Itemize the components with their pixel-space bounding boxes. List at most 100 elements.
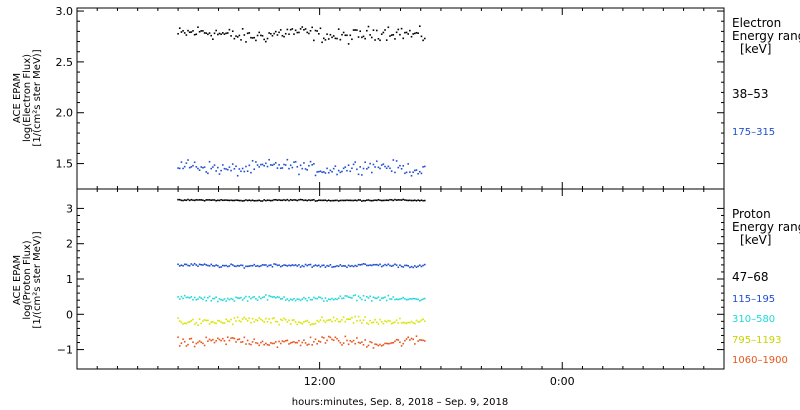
proton-series-5-point bbox=[377, 344, 380, 347]
electron-series-1-point bbox=[250, 36, 252, 39]
proton-series-4-point bbox=[357, 315, 360, 318]
proton-series-5-point bbox=[308, 343, 310, 346]
proton-series-4-point bbox=[301, 322, 304, 325]
proton-series-5-point bbox=[375, 343, 378, 346]
proton-series-1-point bbox=[289, 198, 292, 201]
proton-series-1-point bbox=[341, 199, 343, 202]
electron-series-points bbox=[177, 25, 426, 177]
proton-series-3-point bbox=[261, 296, 264, 299]
proton-series-2-point bbox=[284, 264, 287, 267]
electron-series-2-point bbox=[230, 169, 232, 172]
proton-series-4-point bbox=[316, 319, 318, 322]
electron-series-2-point bbox=[359, 166, 361, 168]
electron-series-2-point bbox=[226, 168, 229, 171]
proton-series-4-point bbox=[311, 323, 313, 325]
proton-series-5-point bbox=[212, 338, 214, 341]
proton-series-3-point bbox=[273, 296, 275, 298]
proton-series-3-point bbox=[240, 296, 242, 299]
proton-series-3-point bbox=[293, 297, 295, 300]
electron-series-2-point bbox=[180, 161, 183, 163]
electron-series-1-point bbox=[423, 37, 426, 40]
proton-series-1-point bbox=[258, 199, 261, 202]
proton-series-1-point bbox=[218, 199, 221, 202]
proton-series-2-point bbox=[215, 264, 217, 266]
proton-series-2-point bbox=[397, 266, 400, 269]
electron-series-1-point bbox=[374, 39, 376, 41]
electron-series-2-point bbox=[260, 163, 262, 166]
proton-series-5-point bbox=[374, 343, 376, 345]
proton-series-2-point bbox=[246, 265, 249, 268]
electron-series-1-point bbox=[349, 34, 352, 37]
proton-series-3-point bbox=[334, 297, 337, 300]
proton-series-4-point bbox=[256, 319, 259, 322]
proton-series-2-point bbox=[266, 265, 269, 268]
proton-series-1-point bbox=[316, 200, 318, 202]
proton-series-4-point bbox=[271, 317, 274, 320]
proton-series-1-point bbox=[402, 198, 405, 201]
proton-series-4-point bbox=[238, 319, 241, 322]
proton-series-3-point bbox=[332, 298, 335, 301]
electron-series-1-point bbox=[198, 30, 201, 33]
proton-series-2-point bbox=[400, 265, 403, 268]
proton-series-5-point bbox=[327, 335, 330, 338]
proton-series-1-point bbox=[314, 200, 317, 202]
x-tick-label: 12:00 bbox=[304, 375, 336, 388]
proton-series-1-point bbox=[260, 200, 262, 202]
proton-series-5-point bbox=[306, 344, 309, 346]
electron-series-1-point bbox=[301, 26, 304, 28]
proton-series-3-point bbox=[390, 298, 393, 300]
proton-legend-title-1: Proton bbox=[732, 207, 771, 221]
electron-series-1-point bbox=[336, 37, 338, 40]
proton-series-3-point bbox=[248, 295, 251, 298]
electron-series-2-point bbox=[200, 166, 203, 168]
proton-series-1-point bbox=[240, 199, 242, 202]
proton-series-4-point bbox=[241, 318, 244, 320]
proton-series-1-point bbox=[231, 199, 234, 202]
proton-series-3-point bbox=[291, 299, 294, 301]
electron-series-1-point bbox=[407, 33, 410, 35]
proton-series-1-point bbox=[374, 199, 376, 201]
proton-series-4-point bbox=[208, 323, 211, 325]
proton-series-1-point bbox=[319, 199, 322, 202]
proton-series-2-point bbox=[392, 264, 395, 267]
proton-series-3-point bbox=[423, 297, 426, 300]
proton-series-2-point bbox=[367, 264, 370, 267]
proton-series-1-point bbox=[352, 199, 355, 202]
proton-series-4-point bbox=[402, 321, 405, 324]
proton-series-5-point bbox=[372, 347, 375, 349]
proton-series-3-point bbox=[369, 295, 371, 298]
proton-series-2-point bbox=[271, 265, 274, 268]
proton-series-5-point bbox=[346, 339, 348, 342]
proton-series-5-point bbox=[230, 337, 232, 339]
proton-series-5-point bbox=[392, 341, 395, 344]
proton-series-4-point bbox=[415, 319, 418, 322]
proton-series-4-point bbox=[261, 319, 264, 322]
proton-series-3-point bbox=[326, 300, 328, 302]
proton-series-3-point bbox=[200, 297, 203, 299]
x-tick-label: 0:00 bbox=[550, 375, 575, 388]
proton-series-5-point bbox=[303, 339, 305, 342]
proton-series-2-point bbox=[377, 264, 380, 267]
proton-series-5-point bbox=[286, 339, 289, 342]
proton-series-3-point bbox=[183, 294, 186, 297]
proton-series-4-point bbox=[243, 316, 246, 319]
electron-series-1-point bbox=[324, 39, 327, 41]
proton-series-5-point bbox=[385, 342, 388, 345]
proton-series-2-point bbox=[339, 264, 342, 266]
proton-series-1-point bbox=[392, 199, 395, 202]
proton-series-5-point bbox=[221, 337, 224, 340]
proton-series-1-point bbox=[283, 199, 285, 201]
proton-series-3-point bbox=[281, 297, 284, 300]
proton-series-5-point bbox=[405, 338, 408, 340]
electron-series-1-point bbox=[420, 35, 423, 38]
proton-series-5-point bbox=[387, 342, 390, 345]
proton-series-3-point bbox=[180, 295, 183, 298]
electron-series-1-point bbox=[192, 30, 194, 32]
electron-series-1-point bbox=[195, 33, 198, 36]
proton-series-4-point bbox=[183, 322, 186, 325]
proton-series-4-point bbox=[423, 320, 426, 323]
proton-series-points bbox=[177, 198, 426, 349]
proton-series-4-point bbox=[304, 320, 307, 323]
proton-series-1-point bbox=[253, 199, 256, 202]
proton-series-1-point bbox=[370, 199, 373, 202]
